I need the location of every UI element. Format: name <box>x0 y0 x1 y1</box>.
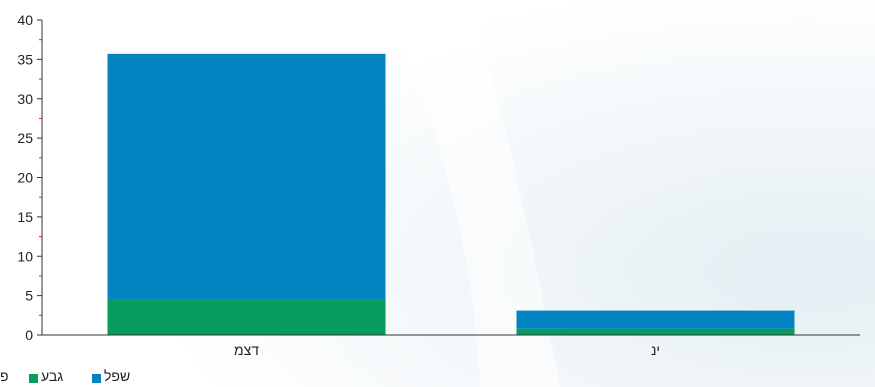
y-tick-label-6: 30 <box>17 91 33 107</box>
y-tick-label-7: 35 <box>17 51 33 67</box>
legend-label-series-0: גבע <box>41 368 64 384</box>
y-tick-label-2: 10 <box>17 248 33 264</box>
y-tick-label-5: 25 <box>17 130 33 146</box>
bar-1-series-1 <box>516 310 795 329</box>
y-tick-label-0: 0 <box>25 327 33 343</box>
chart-legend: פ גבע שפל <box>0 366 200 386</box>
bar-0-series-1 <box>107 53 386 300</box>
legend-swatch-series-0 <box>29 374 38 383</box>
x-tick-label-1: ינ <box>651 342 660 358</box>
bar-1-series-0 <box>516 328 795 335</box>
y-tick-label-4: 20 <box>17 170 33 186</box>
legend-swatch-series-1 <box>92 374 101 383</box>
bar-0-series-0 <box>107 299 386 335</box>
legend-extra-label: פ <box>0 368 9 384</box>
x-tick-label-0: דצמ <box>234 342 259 358</box>
y-tick-label-8: 40 <box>17 12 33 28</box>
y-tick-label-3: 15 <box>17 209 33 225</box>
y-tick-label-1: 5 <box>25 288 33 304</box>
legend-label-series-1: שפל <box>104 368 131 384</box>
